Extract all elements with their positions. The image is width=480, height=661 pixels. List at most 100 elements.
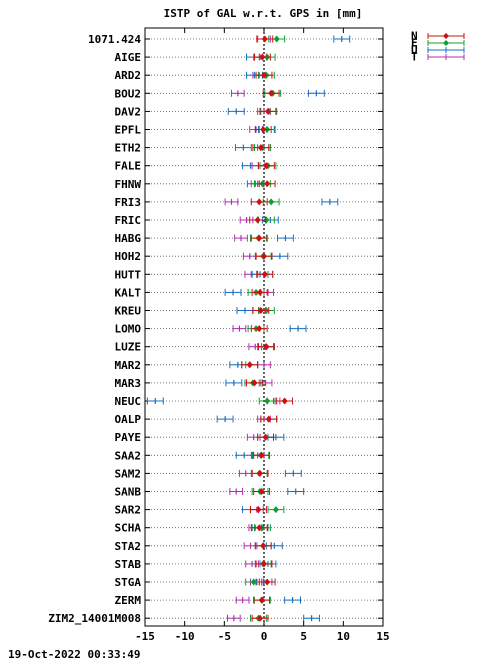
- marker: [256, 198, 263, 206]
- point-U: [236, 307, 254, 314]
- marker: [261, 35, 268, 43]
- point-U: [235, 451, 253, 459]
- station-label: FHNW: [115, 178, 142, 191]
- point-N: [250, 198, 268, 206]
- marker: [256, 524, 263, 532]
- marker: [254, 216, 261, 224]
- station-label: FALE: [115, 160, 142, 173]
- x-tick-label: -15: [135, 630, 155, 643]
- marker: [260, 542, 267, 550]
- station-label: STAB: [115, 558, 142, 571]
- x-tick-label: 5: [300, 630, 307, 643]
- point-N: [252, 144, 270, 152]
- station-label: ZIM2_14001M008: [48, 612, 141, 625]
- marker: [260, 126, 267, 133]
- point-U: [333, 35, 351, 43]
- legend-label: T: [411, 51, 418, 64]
- point-N: [276, 397, 294, 405]
- point-N: [251, 614, 269, 622]
- x-tick-label: 0: [261, 630, 268, 643]
- station-label: KALT: [115, 286, 142, 299]
- point-E: [258, 397, 276, 405]
- station-label: MAR3: [115, 377, 142, 390]
- point-N: [246, 379, 263, 387]
- station-label: STA2: [115, 540, 142, 553]
- station-label: LOMO: [115, 323, 142, 336]
- x-tick-label: 10: [337, 630, 350, 643]
- x-tick-label: -5: [218, 630, 231, 643]
- point-N: [255, 71, 273, 79]
- point-N: [250, 234, 268, 242]
- marker: [255, 506, 262, 514]
- point-U: [289, 325, 307, 333]
- point-N: [252, 307, 270, 314]
- point-T: [257, 361, 271, 369]
- point-U: [276, 234, 294, 242]
- point-U: [227, 107, 245, 115]
- marker: [268, 198, 275, 206]
- station-label: SAA2: [115, 449, 142, 462]
- station-label: OALP: [115, 413, 142, 426]
- point-U: [234, 144, 252, 152]
- point-N: [255, 252, 273, 260]
- point-U: [284, 596, 301, 604]
- marker: [264, 397, 271, 405]
- point-N: [249, 216, 267, 224]
- station-label: SAR2: [115, 504, 142, 517]
- station-labels: 1071.424 AIGE ARD2 BOU2 DAV2 EPFL ETH2 FALE FHNW…: [48, 33, 141, 625]
- station-label: MAR2: [115, 359, 142, 372]
- marker: [258, 488, 265, 495]
- station-label: DAV2: [115, 105, 142, 118]
- point-N: [256, 270, 274, 278]
- station-label: SANB: [115, 486, 142, 499]
- marker: [250, 578, 257, 586]
- station-label: FRI3: [115, 196, 142, 209]
- marker: [263, 162, 270, 170]
- point-N: [257, 433, 275, 441]
- point-U: [242, 162, 259, 170]
- station-label: LUZE: [115, 341, 142, 354]
- legend-marker: [443, 40, 449, 46]
- point-N: [257, 343, 275, 351]
- point-U: [287, 488, 305, 495]
- gridlines: [145, 38, 383, 619]
- station-label: STGA: [115, 576, 142, 589]
- marker: [256, 325, 263, 333]
- point-U: [146, 397, 164, 405]
- station-label: FRIC: [115, 214, 142, 227]
- marker: [263, 343, 270, 351]
- point-T: [229, 488, 244, 495]
- station-label: BOU2: [115, 87, 142, 100]
- point-U: [307, 89, 325, 97]
- marker: [256, 234, 263, 242]
- point-N: [257, 162, 275, 170]
- marker: [257, 144, 264, 152]
- point-N: [259, 107, 277, 115]
- station-label: ZERM: [115, 594, 142, 607]
- marker: [264, 107, 271, 115]
- marker: [258, 451, 265, 459]
- point-U: [284, 469, 302, 477]
- timestamp: 19-Oct-2022 00:33:49: [8, 648, 140, 661]
- point-N: [253, 53, 271, 61]
- point-T: [234, 234, 248, 242]
- legend-label: U: [411, 44, 418, 57]
- point-N: [258, 180, 276, 188]
- station-label: AIGE: [115, 51, 142, 64]
- station-label: SCHA: [115, 522, 142, 535]
- marker: [264, 578, 271, 586]
- marker: [258, 596, 265, 604]
- marker: [261, 560, 267, 568]
- point-N: [250, 524, 268, 532]
- station-label: 1071.424: [88, 33, 141, 46]
- marker: [261, 270, 268, 278]
- point-T: [224, 198, 239, 206]
- marker: [272, 506, 279, 514]
- point-N: [256, 35, 274, 43]
- x-tick-label: 15: [376, 630, 389, 643]
- x-axis-ticks: -15 -10 -5 0 5 10 15: [135, 28, 390, 643]
- point-N: [254, 126, 272, 133]
- marker: [246, 361, 253, 369]
- point-N: [241, 361, 259, 369]
